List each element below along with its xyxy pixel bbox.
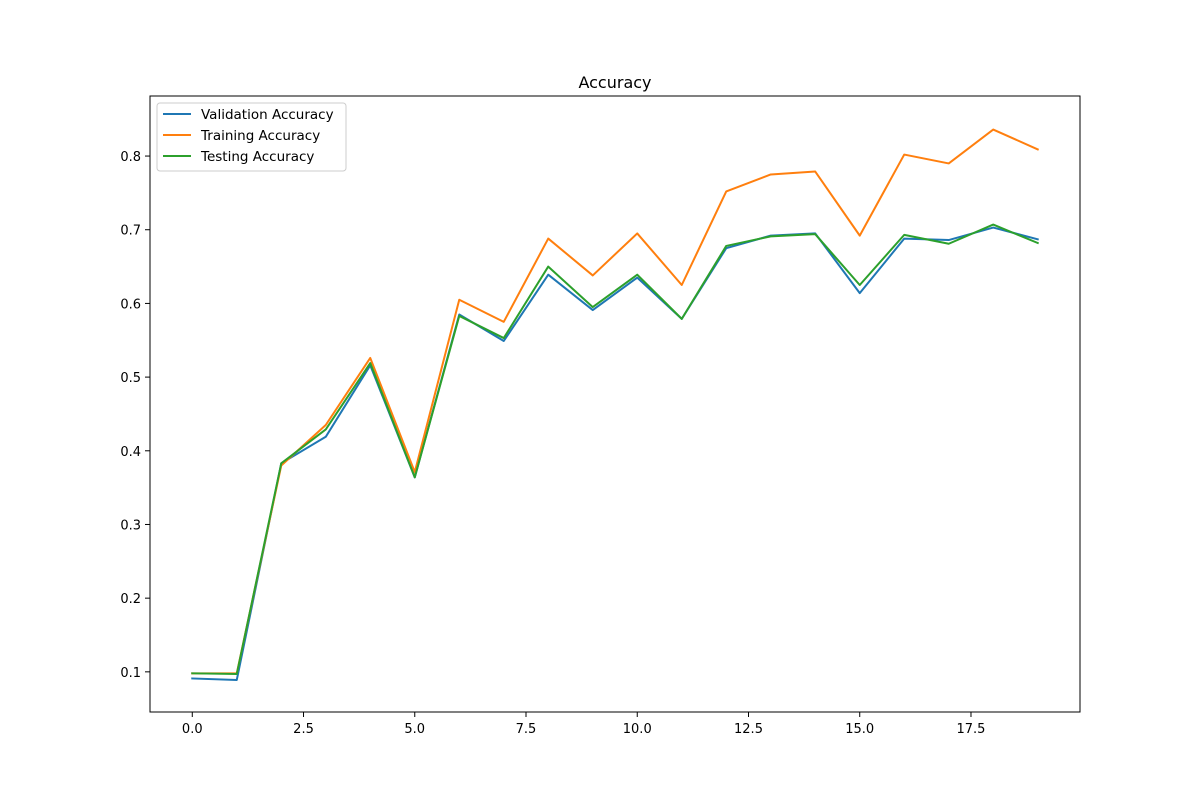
- series-line-0: [191, 226, 1039, 681]
- x-tick-label: 7.5: [516, 722, 537, 737]
- x-axis-ticks: 0.0 2.5 5.0 7.5 10.0 12.5 15.0 17.5: [182, 712, 986, 737]
- x-tick-label: 5.0: [404, 722, 425, 737]
- y-tick-label: 0.1: [120, 666, 141, 681]
- series-line-1: [191, 128, 1040, 675]
- y-tick-label: 0.6: [120, 297, 141, 312]
- legend-label-1: Training Accuracy: [200, 128, 320, 144]
- y-tick-label: 0.5: [120, 371, 141, 386]
- y-tick-label: 0.7: [120, 224, 141, 239]
- chart-title: Accuracy: [578, 73, 651, 92]
- y-tick-label: 0.4: [120, 445, 141, 460]
- x-tick-label: 17.5: [957, 722, 986, 737]
- legend-label-2: Testing Accuracy: [200, 149, 314, 165]
- y-tick-label: 0.2: [120, 592, 141, 607]
- series-layer: [191, 128, 1040, 681]
- legend-label-0: Validation Accuracy: [201, 107, 334, 123]
- x-tick-label: 15.0: [845, 722, 874, 737]
- x-tick-label: 2.5: [293, 722, 314, 737]
- x-tick-label: 0.0: [182, 722, 203, 737]
- legend-items: Validation Accuracy Training Accuracy Test…: [163, 107, 334, 165]
- y-tick-label: 0.3: [120, 518, 141, 533]
- series-line-2: [191, 223, 1040, 676]
- y-tick-label: 0.8: [120, 150, 141, 165]
- x-tick-label: 10.0: [623, 722, 652, 737]
- axes-frame: [149, 95, 1081, 713]
- legend: Validation Accuracy Training Accuracy Test…: [156, 102, 347, 172]
- plot-area: [150, 96, 1080, 712]
- y-axis-ticks: 0.1 0.2 0.3 0.4 0.5 0.6 0.7 0.8: [120, 150, 150, 681]
- x-tick-label: 12.5: [734, 722, 763, 737]
- legend-box: [156, 102, 347, 172]
